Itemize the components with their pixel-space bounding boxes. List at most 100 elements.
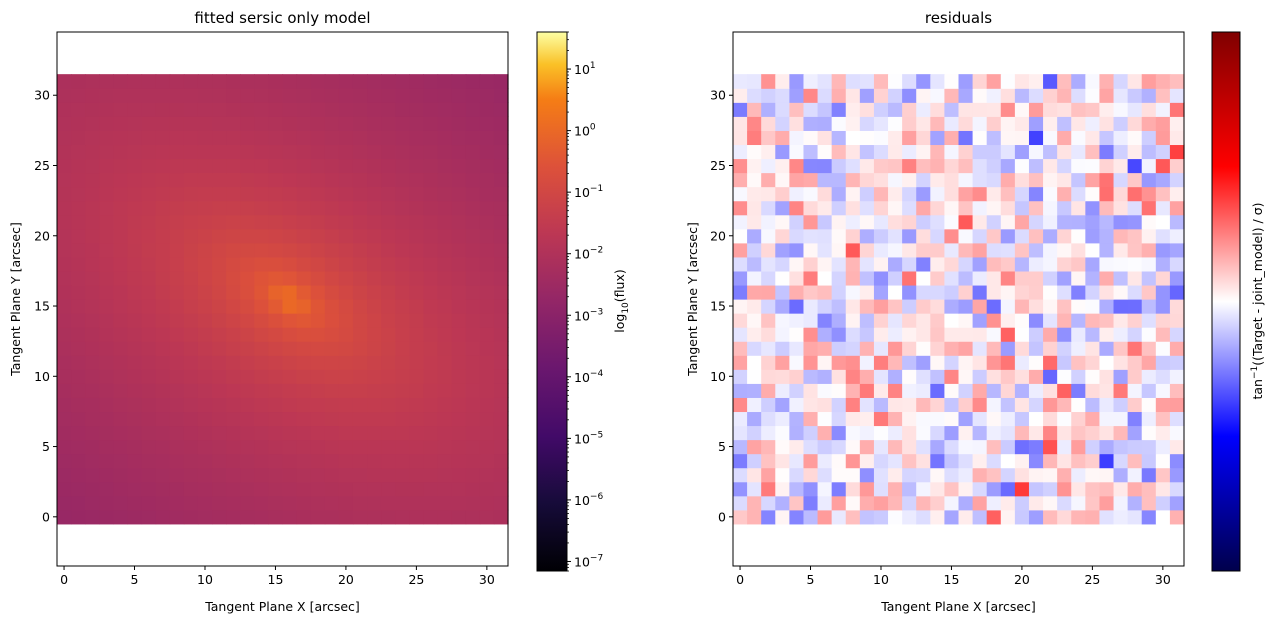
model-pixel xyxy=(395,228,410,244)
residual-pixel xyxy=(1099,88,1115,103)
model-pixel xyxy=(141,341,157,356)
residual-pixel xyxy=(1071,116,1086,131)
model-pixel xyxy=(479,88,495,103)
residual-pixel xyxy=(803,130,819,146)
residual-pixel xyxy=(916,270,931,286)
model-pixel xyxy=(296,200,312,216)
residual-pixel xyxy=(803,355,819,370)
residual-pixel xyxy=(972,369,988,384)
model-pixel xyxy=(183,341,199,356)
model-pixel xyxy=(367,256,382,272)
residual-pixel xyxy=(1141,383,1157,398)
residual-pixel xyxy=(859,130,875,146)
residual-pixel xyxy=(1014,74,1030,89)
model-pixel xyxy=(395,369,410,384)
residual-pixel xyxy=(1155,172,1171,188)
model-pixel xyxy=(99,383,114,398)
model-pixel xyxy=(352,186,368,202)
residual-pixel xyxy=(944,369,960,384)
residual-pixel xyxy=(1071,284,1086,300)
residual-pixel xyxy=(916,158,931,174)
model-pixel xyxy=(141,397,157,413)
model-pixel xyxy=(409,397,425,413)
residual-pixel xyxy=(1141,397,1157,413)
residual-pixel xyxy=(930,369,946,384)
model-pixel xyxy=(338,327,354,342)
residual-pixel xyxy=(930,411,946,427)
model-pixel xyxy=(465,355,481,370)
model-pixel xyxy=(212,355,227,370)
model-pixel xyxy=(113,158,129,174)
model-pixel xyxy=(409,355,425,370)
residual-pixel xyxy=(1028,313,1044,328)
model-pixel xyxy=(437,467,453,483)
model-pixel xyxy=(155,509,171,525)
model-pixel xyxy=(71,397,86,413)
model-pixel xyxy=(155,144,171,160)
model-pixel xyxy=(71,228,86,244)
model-pixel xyxy=(479,453,495,469)
model-pixel xyxy=(226,397,241,413)
model-pixel xyxy=(127,256,143,272)
model-pixel xyxy=(85,284,100,300)
residual-pixel xyxy=(831,299,847,314)
residual-pixel xyxy=(873,228,889,244)
model-pixel xyxy=(395,116,410,131)
residual-pixel xyxy=(831,509,847,525)
residual-pixel xyxy=(817,144,833,160)
residual-pixel xyxy=(944,88,960,103)
residual-pixel xyxy=(944,495,960,511)
model-pixel xyxy=(254,313,270,328)
model-pixel xyxy=(254,425,270,441)
residual-pixel xyxy=(902,467,917,483)
residual-pixel xyxy=(845,242,861,258)
residual-pixel xyxy=(873,355,889,370)
model-pixel xyxy=(268,495,284,511)
residual-pixel xyxy=(902,369,917,384)
model-pixel xyxy=(409,270,425,286)
residual-pixel xyxy=(888,270,903,286)
model-pixel xyxy=(352,228,368,244)
residual-pixel xyxy=(733,256,748,272)
residual-pixel xyxy=(733,425,748,441)
residual-pixel xyxy=(1057,383,1072,398)
model-pixel xyxy=(381,327,396,342)
residual-pixel xyxy=(1127,453,1143,469)
residual-pixel xyxy=(733,200,748,216)
residual-pixel xyxy=(1028,200,1044,216)
model-pixel xyxy=(296,116,312,131)
residual-pixel xyxy=(859,88,875,103)
residual-pixel xyxy=(1113,439,1129,455)
residual-pixel xyxy=(845,214,861,230)
residual-pixel xyxy=(747,284,762,300)
residual-pixel xyxy=(1155,88,1171,103)
residual-pixel xyxy=(944,439,960,455)
residual-pixel xyxy=(1127,74,1143,89)
model-pixel xyxy=(141,467,157,483)
model-pixel xyxy=(113,467,129,483)
model-pixel xyxy=(197,453,213,469)
residual-pixel xyxy=(817,130,833,146)
model-pixel xyxy=(127,313,143,328)
x-tick-label: 20 xyxy=(1014,572,1030,587)
model-pixel xyxy=(197,495,213,511)
model-pixel xyxy=(324,158,340,174)
residual-pixel xyxy=(1099,341,1115,356)
model-pixel xyxy=(451,509,467,525)
residual-pixel xyxy=(761,74,776,89)
residual-pixel xyxy=(1057,299,1072,314)
residual-pixel xyxy=(831,214,847,230)
model-pixel xyxy=(493,102,509,117)
residual-pixel xyxy=(1099,200,1115,216)
residual-pixel xyxy=(747,467,762,483)
residual-pixel xyxy=(902,397,917,413)
model-pixel xyxy=(437,495,453,511)
residual-pixel xyxy=(775,130,790,146)
residual-pixel xyxy=(831,284,847,300)
colorbar-tick-label: 10−5 xyxy=(574,430,603,446)
model-pixel xyxy=(367,313,382,328)
model-pixel xyxy=(85,439,100,455)
model-pixel xyxy=(155,327,171,342)
residual-pixel xyxy=(888,397,903,413)
model-pixel xyxy=(226,130,241,146)
